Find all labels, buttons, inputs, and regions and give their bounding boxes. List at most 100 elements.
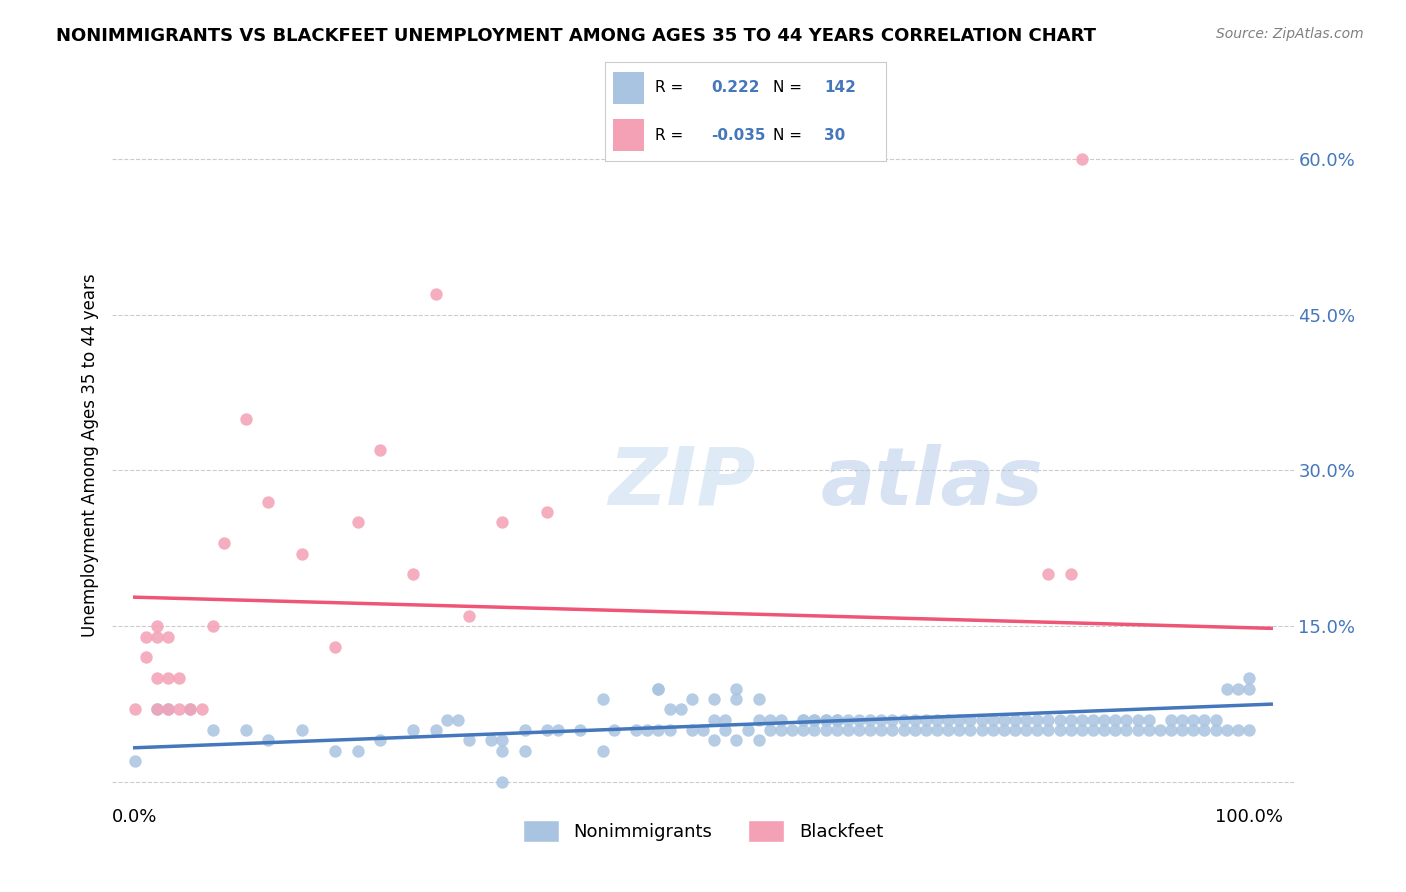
- Point: [1081, 723, 1104, 738]
- Point: [981, 723, 1004, 738]
- Point: [402, 723, 425, 738]
- Point: [647, 681, 669, 696]
- Text: atlas: atlas: [821, 443, 1043, 522]
- Point: [323, 744, 346, 758]
- Point: [1160, 723, 1182, 738]
- Text: NONIMMIGRANTS VS BLACKFEET UNEMPLOYMENT AMONG AGES 35 TO 44 YEARS CORRELATION CH: NONIMMIGRANTS VS BLACKFEET UNEMPLOYMENT …: [56, 27, 1097, 45]
- Point: [725, 692, 748, 706]
- Point: [814, 723, 837, 738]
- Point: [870, 723, 893, 738]
- Point: [1015, 713, 1038, 727]
- Point: [1226, 681, 1249, 696]
- Point: [1081, 713, 1104, 727]
- Point: [1137, 723, 1160, 738]
- Point: [458, 608, 481, 623]
- Point: [146, 702, 169, 716]
- Point: [1026, 713, 1049, 727]
- Point: [803, 723, 825, 738]
- Point: [157, 630, 180, 644]
- Point: [291, 723, 314, 738]
- Point: [959, 713, 981, 727]
- Point: [769, 713, 792, 727]
- Text: R =: R =: [655, 128, 689, 143]
- Point: [425, 287, 447, 301]
- Point: [169, 671, 191, 685]
- Point: [124, 702, 146, 716]
- Point: [803, 713, 825, 727]
- Point: [1226, 723, 1249, 738]
- Point: [146, 630, 169, 644]
- Point: [970, 713, 993, 727]
- Point: [1038, 713, 1060, 727]
- Bar: [613, 72, 644, 103]
- Point: [948, 723, 970, 738]
- Point: [1194, 723, 1216, 738]
- Point: [669, 702, 692, 716]
- Point: [759, 723, 782, 738]
- Point: [703, 692, 725, 706]
- Point: [592, 744, 614, 758]
- Point: [748, 692, 770, 706]
- Point: [124, 754, 146, 768]
- Point: [1149, 723, 1171, 738]
- Point: [714, 713, 737, 727]
- Point: [323, 640, 346, 654]
- Point: [491, 744, 513, 758]
- Text: N =: N =: [773, 80, 807, 95]
- Point: [513, 744, 536, 758]
- Point: [1115, 723, 1137, 738]
- Point: [291, 547, 314, 561]
- Point: [447, 713, 470, 727]
- Point: [1060, 567, 1083, 582]
- Point: [1070, 713, 1092, 727]
- Point: [1070, 723, 1092, 738]
- Point: [703, 733, 725, 747]
- Point: [893, 723, 915, 738]
- Text: 0.222: 0.222: [711, 80, 759, 95]
- Point: [1049, 723, 1071, 738]
- Point: [1004, 713, 1026, 727]
- Point: [725, 681, 748, 696]
- Point: [792, 713, 814, 727]
- Point: [914, 723, 936, 738]
- Point: [135, 650, 157, 665]
- Point: [513, 723, 536, 738]
- Point: [737, 723, 759, 738]
- Point: [1104, 723, 1126, 738]
- Point: [212, 536, 235, 550]
- Point: [1126, 723, 1149, 738]
- Point: [1060, 713, 1083, 727]
- Point: [1070, 152, 1092, 166]
- Point: [1171, 723, 1194, 738]
- Text: -0.035: -0.035: [711, 128, 766, 143]
- Point: [1205, 723, 1227, 738]
- Point: [257, 733, 280, 747]
- Point: [190, 702, 212, 716]
- Text: R =: R =: [655, 80, 689, 95]
- Point: [714, 723, 737, 738]
- Point: [1004, 723, 1026, 738]
- Point: [703, 713, 725, 727]
- Point: [1182, 723, 1205, 738]
- Point: [859, 713, 882, 727]
- Point: [402, 567, 425, 582]
- Point: [235, 723, 257, 738]
- Point: [1060, 723, 1083, 738]
- Point: [491, 733, 513, 747]
- Point: [1160, 713, 1182, 727]
- Point: [458, 733, 481, 747]
- Point: [425, 723, 447, 738]
- Point: [759, 713, 782, 727]
- Point: [825, 723, 848, 738]
- Point: [814, 713, 837, 727]
- Point: [981, 713, 1004, 727]
- Point: [882, 713, 904, 727]
- Legend: Nonimmigrants, Blackfeet: Nonimmigrants, Blackfeet: [516, 813, 890, 849]
- Text: N =: N =: [773, 128, 807, 143]
- Point: [1237, 671, 1260, 685]
- Point: [792, 713, 814, 727]
- Point: [146, 671, 169, 685]
- Point: [169, 702, 191, 716]
- Point: [592, 692, 614, 706]
- Point: [1237, 681, 1260, 696]
